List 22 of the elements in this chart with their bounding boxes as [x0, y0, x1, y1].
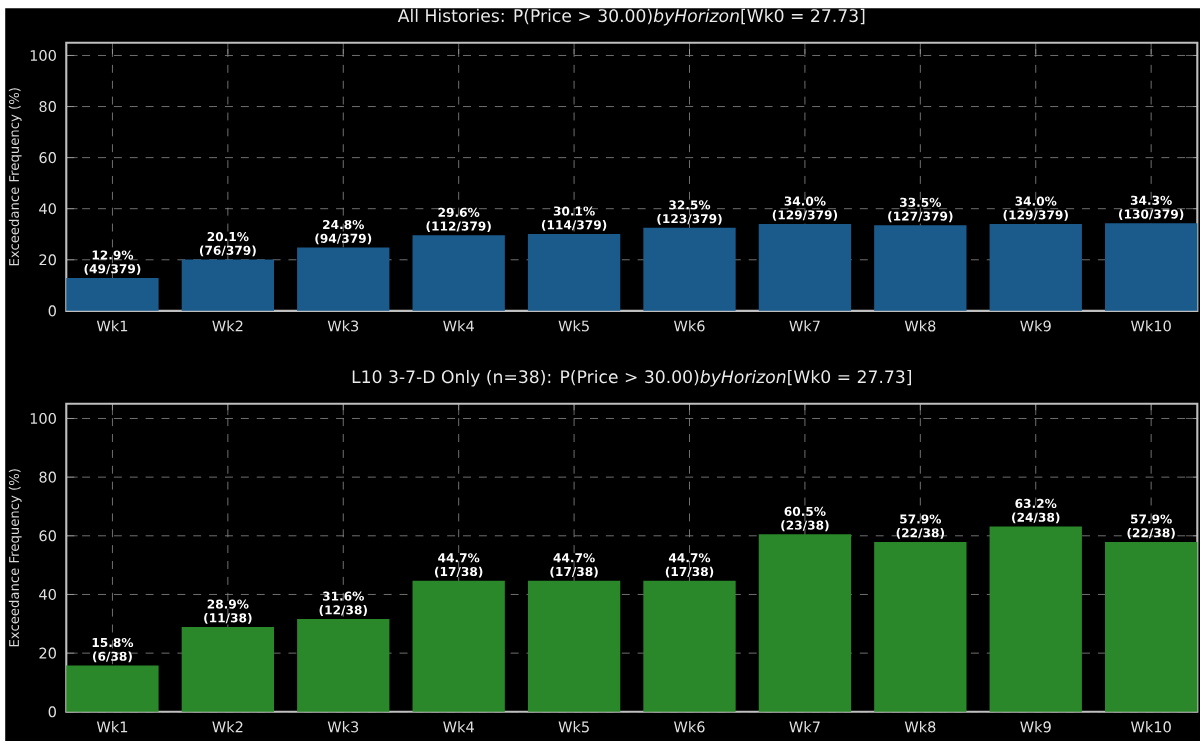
bar	[66, 665, 159, 713]
bar	[181, 627, 275, 713]
bar	[989, 526, 1082, 713]
bar	[643, 228, 736, 312]
bar	[1104, 223, 1198, 312]
chart-title: L10 3-7-D Only (n=38): P(Price > 30.00)byHorizon[Wk0 = 27.73]	[352, 370, 911, 387]
bar	[66, 278, 159, 312]
bar	[874, 225, 967, 312]
bar	[874, 542, 967, 713]
bar	[758, 534, 852, 713]
bar	[527, 581, 621, 713]
bar	[1104, 542, 1198, 713]
bar	[181, 259, 275, 312]
bar	[297, 619, 390, 713]
bar	[527, 234, 621, 312]
bar	[412, 581, 505, 713]
bar	[412, 235, 505, 312]
chart-title: All Histories: P(Price > 30.00)byHorizon[Wk0 = 27.73]	[397, 9, 865, 26]
bar	[643, 581, 736, 713]
bar	[758, 224, 852, 312]
bar	[989, 224, 1082, 312]
bar	[297, 247, 390, 312]
